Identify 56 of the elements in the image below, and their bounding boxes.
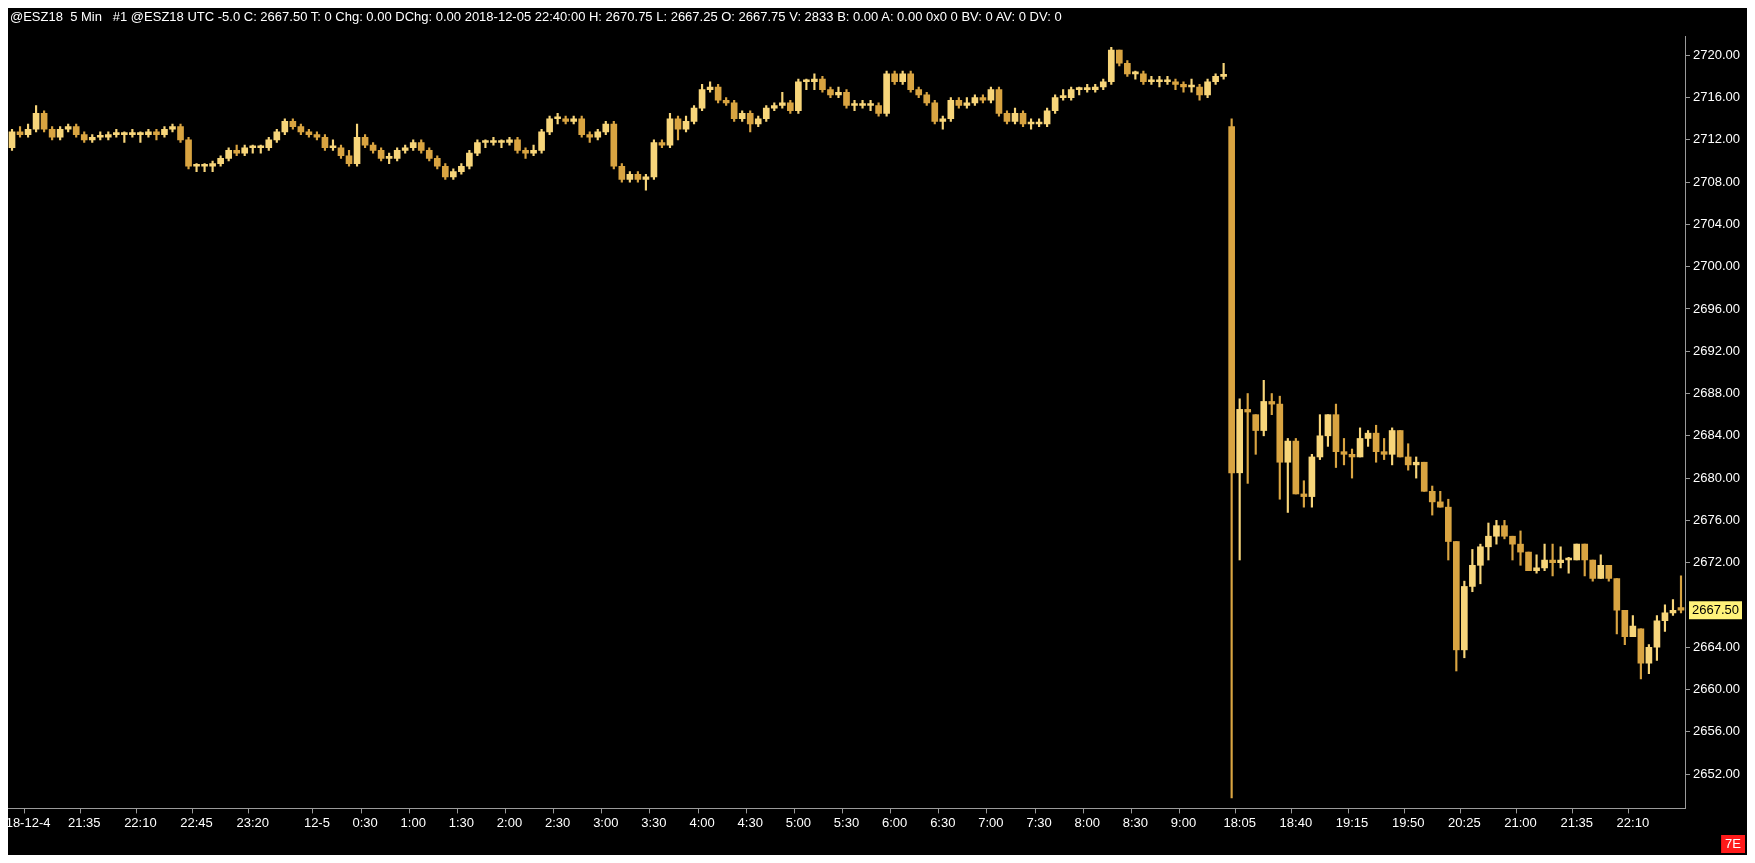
y-tick-label: 2664.00 <box>1693 638 1741 654</box>
x-tick-label: 3:00 <box>593 814 619 830</box>
x-tick-label: 21:35 <box>1560 814 1593 830</box>
x-tick-label: 18:05 <box>1223 814 1256 830</box>
candlestick <box>153 128 160 141</box>
x-tick-label: 5:30 <box>833 814 860 830</box>
x-tick-label: 8:30 <box>1122 814 1149 830</box>
candlestick <box>1533 554 1540 574</box>
x-tick-label: 21:35 <box>67 814 101 830</box>
x-tick-label: 6:00 <box>881 814 908 830</box>
y-tick-label: 2720.00 <box>1693 46 1741 62</box>
y-tick-label: 2684.00 <box>1693 427 1741 443</box>
x-tick-label: 0:30 <box>352 814 378 830</box>
y-tick-label: 2660.00 <box>1693 681 1741 697</box>
y-tick-label: 2696.00 <box>1693 300 1741 316</box>
x-tick-label: 21:00 <box>1504 814 1537 830</box>
y-tick-label: 2712.00 <box>1693 131 1741 147</box>
text: 2667.50 <box>1692 601 1740 617</box>
x-tick-label: 12-5 <box>303 814 330 830</box>
y-tick-label: 2704.00 <box>1693 215 1741 231</box>
x-tick-label: 6:30 <box>930 814 956 830</box>
y-tick-label: 2656.00 <box>1693 723 1741 739</box>
y-tick-label: 2688.00 <box>1693 385 1741 401</box>
y-tick-label: 2680.00 <box>1693 469 1741 485</box>
y-tick-label: 2700.00 <box>1693 258 1741 274</box>
candlestick <box>835 86 842 98</box>
y-tick-label: 2676.00 <box>1693 511 1741 527</box>
x-tick-label: 5:00 <box>785 814 812 830</box>
x-tick-label: 22:45 <box>180 814 213 830</box>
y-tick-label: 2716.00 <box>1693 89 1741 105</box>
text: 7E <box>1725 835 1742 851</box>
x-tick-label: 19:15 <box>1335 814 1369 830</box>
x-tick-label: 22:10 <box>1616 814 1650 830</box>
x-tick-label: 3:30 <box>641 814 667 830</box>
y-tick-label: 2652.00 <box>1693 765 1741 781</box>
y-tick-label: 2708.00 <box>1693 173 1741 189</box>
candlestick <box>1517 530 1524 566</box>
x-tick-label: 9:00 <box>1170 814 1197 830</box>
x-tick-label: 20:25 <box>1448 814 1481 830</box>
x-tick-label: 18:40 <box>1279 814 1313 830</box>
candlestick <box>1244 393 1252 484</box>
x-tick-label: 19:50 <box>1391 814 1425 830</box>
chart-title: @ESZ18 5 Min #1 @ESZ18 UTC -5.0 C: 2667.50 T: 0 Chg: 0.00 DChg: 0.00 2018-12-05 22:40:00 H: 2670.75 L: 2667.25 O: 2667.75 V: 2833 B: 0.00 A: 0.00 0x0 0 BV: 0 AV: 0 DV: 0 <box>9 8 1063 26</box>
y-tick-label: 2672.00 <box>1693 554 1741 570</box>
y-tick-label: 2692.00 <box>1693 342 1741 358</box>
x-tick-label: 1:00 <box>400 814 426 830</box>
x-tick-label: 8:00 <box>1074 814 1100 830</box>
x-tick-label: 4:00 <box>689 814 715 830</box>
x-tick-label: 22:10 <box>124 814 157 830</box>
x-tick-label: 2:00 <box>496 814 523 830</box>
x-tick-label: 2:30 <box>544 814 571 830</box>
x-tick-label: 23:20 <box>236 814 269 830</box>
x-tick-label: 1:30 <box>448 814 475 830</box>
x-tick-label: 4:30 <box>737 814 763 830</box>
x-tick-label: 7:30 <box>1026 814 1052 830</box>
x-tick-label: 7:00 <box>978 814 1004 830</box>
